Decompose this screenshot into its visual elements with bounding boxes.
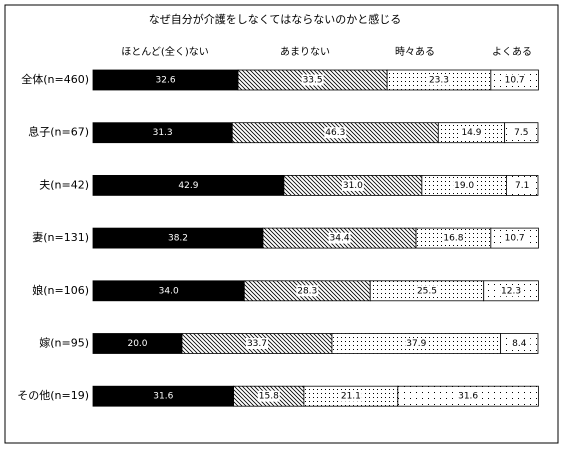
value-label: 31.6 [458,392,478,402]
legend-label: よくある [492,46,532,58]
value-label-bg [508,338,531,349]
value-label-bg [245,338,268,349]
value-label: 31.0 [343,181,363,191]
category-label: 娘(n=106) [32,283,89,297]
category-label: 妻(n=131) [32,231,89,244]
value-label: 42.9 [178,181,198,191]
value-label-bg [500,285,523,297]
category-label: 息子(n=67) [28,125,89,139]
category-label: その他(n=19) [17,389,89,402]
value-label: 38.2 [168,234,188,244]
value-label: 7.1 [515,181,529,191]
value-label-bg [503,232,526,244]
legend-label: あまりない [280,46,330,58]
value-label: 28.3 [297,286,317,296]
value-label: 21.1 [341,392,361,402]
value-label-bg [457,390,480,402]
value-label-bg [157,285,180,297]
value-label: 46.3 [325,128,345,138]
value-label: 34.4 [330,234,350,244]
value-label: 31.3 [153,128,173,138]
value-label-bg [301,74,324,86]
value-label-bg [405,338,428,349]
category-label: 嫁(n=95) [39,336,89,350]
value-label-bg [510,127,533,139]
value-label-bg [341,179,364,191]
value-label-bg [511,179,534,191]
value-label: 19.0 [454,181,474,191]
value-label-bg [460,127,483,139]
value-label-bg [415,285,438,297]
value-label: 8.4 [512,339,527,349]
value-label-bg [442,232,465,244]
value-label-bg [126,338,149,349]
value-label: 33.5 [303,76,323,86]
value-label-bg [257,390,280,402]
value-label: 34.0 [159,286,179,296]
value-label-bg [154,74,177,86]
value-label-bg [166,232,189,244]
value-label-bg [503,74,526,86]
legend-label: ほとんど(全く)ない [121,45,209,58]
value-label-bg [324,127,347,139]
legend-label: 時々ある [395,46,435,58]
value-label: 16.8 [443,234,463,244]
value-label: 23.3 [429,76,449,86]
value-label: 37.9 [406,339,426,349]
value-label-bg [339,390,362,402]
value-label: 32.6 [156,76,176,86]
value-label-bg [427,74,450,86]
value-label-bg [453,179,476,191]
value-label-bg [177,179,200,191]
value-label-bg [152,390,175,402]
category-label: 夫(n=42) [39,178,89,191]
category-label: 全体(n=460) [21,72,89,86]
value-label: 12.3 [501,286,521,296]
value-label: 31.6 [153,392,173,402]
value-label-bg [328,232,351,244]
value-label: 10.7 [505,76,525,86]
value-label: 15.8 [259,392,279,402]
value-label-bg [296,285,319,297]
value-label: 20.0 [127,339,147,349]
value-label: 7.5 [514,128,528,138]
value-label: 33.7 [247,339,267,349]
value-label-bg [151,127,174,139]
value-label: 14.9 [461,128,481,138]
chart-title: なぜ自分が介護をしなくてはならないのかと感じる [149,12,401,26]
value-label: 25.5 [417,286,437,296]
value-label: 10.7 [505,234,525,244]
